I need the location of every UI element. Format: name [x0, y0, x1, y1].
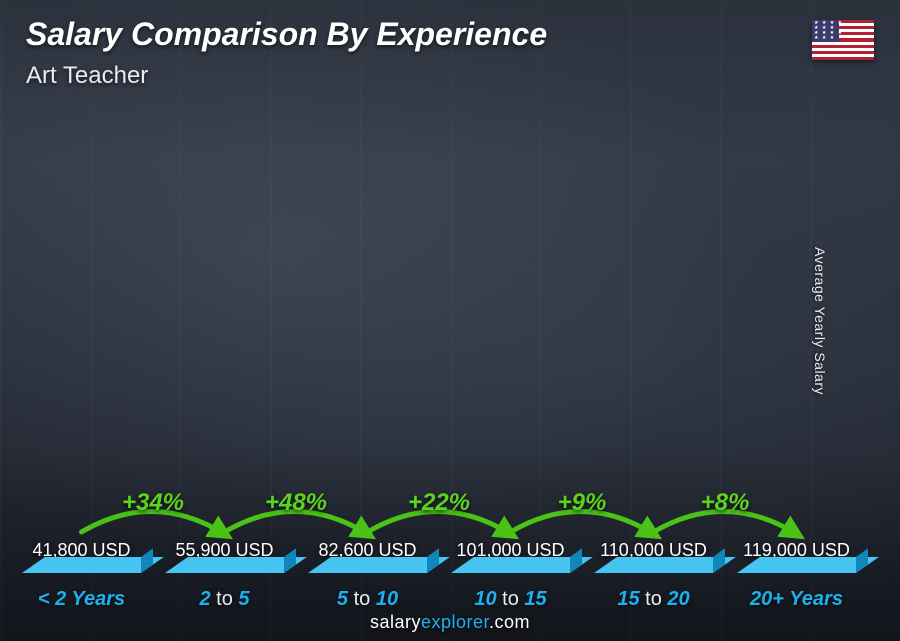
bar-category-label: < 2 Years [22, 588, 141, 611]
bar-chart: 41,800 USD< 2 Years 55,900 USD2 to 5 82,60… [22, 100, 856, 573]
source-attribution: salaryexplorer.com [0, 612, 900, 633]
bar-column: 110,000 USD15 to 20 [594, 540, 713, 573]
chart-stage: Salary Comparison By Experience Art Teac… [0, 0, 900, 641]
bar-column: 41,800 USD< 2 Years [22, 540, 141, 573]
bar-category-label: 20+ Years [737, 588, 856, 611]
chart-title: Salary Comparison By Experience [26, 16, 547, 53]
bar-category-label: 10 to 15 [451, 588, 570, 611]
bar-column: 119,000 USD20+ Years [737, 540, 856, 573]
bar-column: 101,000 USD10 to 15 [451, 540, 570, 573]
source-highlight: explorer [421, 612, 489, 632]
us-flag-icon [812, 20, 874, 60]
bar-category-label: 5 to 10 [308, 588, 427, 611]
bar-category-label: 2 to 5 [165, 588, 284, 611]
bar-column: 55,900 USD2 to 5 [165, 540, 284, 573]
source-prefix: salary [370, 612, 421, 632]
bar-category-label: 15 to 20 [594, 588, 713, 611]
source-suffix: .com [489, 612, 530, 632]
bar-column: 82,600 USD5 to 10 [308, 540, 427, 573]
chart-subtitle: Art Teacher [26, 62, 148, 90]
y-axis-label: Average Yearly Salary [812, 247, 828, 395]
